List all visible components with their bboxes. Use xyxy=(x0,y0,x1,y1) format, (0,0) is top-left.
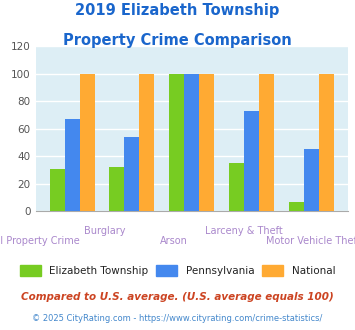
Text: Compared to U.S. average. (U.S. average equals 100): Compared to U.S. average. (U.S. average … xyxy=(21,292,334,302)
Bar xyxy=(65,119,80,211)
Bar xyxy=(184,74,199,211)
Text: All Property Crime: All Property Crime xyxy=(0,236,80,246)
Bar xyxy=(50,169,65,211)
Bar xyxy=(289,202,304,211)
Bar xyxy=(229,163,244,211)
Text: Motor Vehicle Theft: Motor Vehicle Theft xyxy=(266,236,355,246)
Text: Larceny & Theft: Larceny & Theft xyxy=(205,226,283,236)
Legend: Elizabeth Township, Pennsylvania, National: Elizabeth Township, Pennsylvania, Nation… xyxy=(16,261,339,280)
Bar xyxy=(244,111,259,211)
Bar xyxy=(140,74,154,211)
Bar xyxy=(199,74,214,211)
Text: Burglary: Burglary xyxy=(84,226,126,236)
Bar xyxy=(125,137,140,211)
Text: Property Crime Comparison: Property Crime Comparison xyxy=(63,33,292,48)
Bar xyxy=(80,74,94,211)
Bar xyxy=(319,74,334,211)
Text: © 2025 CityRating.com - https://www.cityrating.com/crime-statistics/: © 2025 CityRating.com - https://www.city… xyxy=(32,314,323,323)
Bar xyxy=(109,167,125,211)
Bar xyxy=(169,74,184,211)
Bar xyxy=(259,74,274,211)
Text: 2019 Elizabeth Township: 2019 Elizabeth Township xyxy=(75,3,280,18)
Text: Arson: Arson xyxy=(160,236,188,246)
Bar xyxy=(304,149,319,211)
